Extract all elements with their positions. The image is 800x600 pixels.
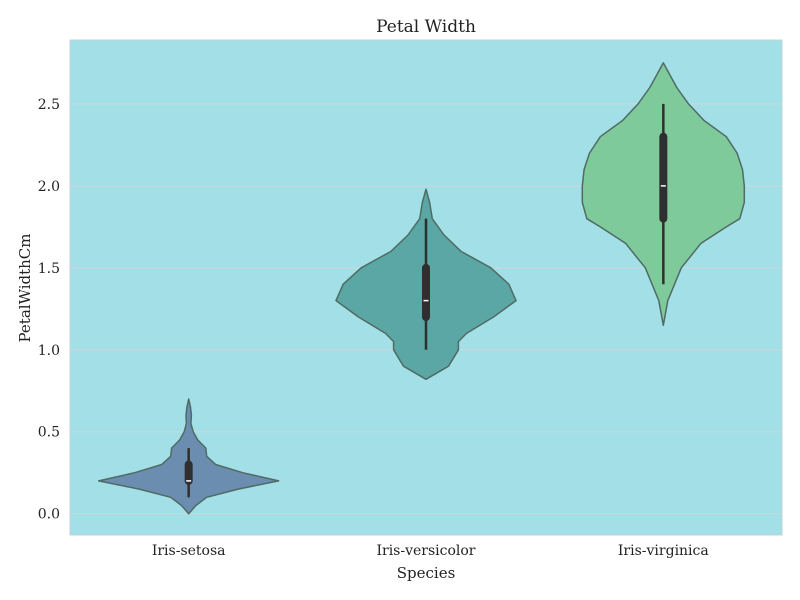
y-tick-labels: 0.0 0.5 1.0 1.5 2.0 2.5 bbox=[38, 97, 60, 523]
x-tick-labels: Iris-setosa Iris-versicolor Iris-virginica bbox=[152, 543, 709, 559]
x-tick-label: Iris-versicolor bbox=[376, 543, 475, 559]
y-tick-label: 0.0 bbox=[38, 507, 60, 523]
x-axis-label: Species bbox=[397, 564, 456, 582]
y-axis-label: PetalWidthCm bbox=[16, 233, 34, 342]
y-tick-label: 2.5 bbox=[38, 97, 60, 113]
x-tick-label: Iris-virginica bbox=[618, 543, 709, 559]
violins bbox=[97, 62, 746, 515]
y-tick-label: 1.5 bbox=[38, 261, 60, 277]
violin-group bbox=[97, 398, 280, 515]
y-tick-label: 1.0 bbox=[38, 343, 60, 359]
x-tick-label: Iris-setosa bbox=[152, 543, 226, 559]
y-tick-label: 0.5 bbox=[38, 425, 60, 441]
chart-title: Petal Width bbox=[376, 17, 476, 37]
violin-group bbox=[335, 188, 517, 381]
y-tick-label: 2.0 bbox=[38, 179, 60, 195]
violin-group bbox=[581, 62, 746, 326]
